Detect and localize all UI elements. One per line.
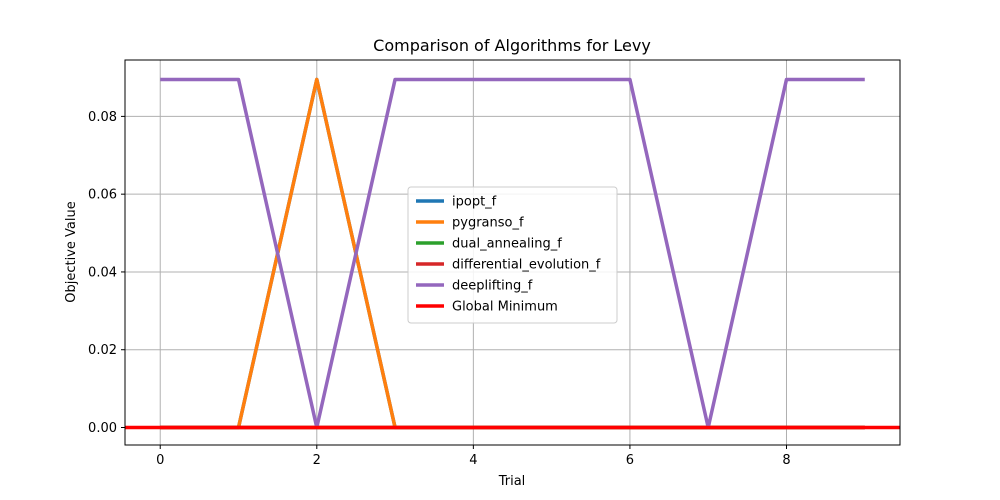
y-tick-label: 0.00: [88, 421, 117, 436]
series-line-deeplifting-f: [160, 77, 865, 430]
x-tick-label: 4: [469, 453, 477, 468]
legend-label: dual_annealing_f: [452, 237, 562, 252]
chart-title: Comparison of Algorithms for Levy: [373, 36, 651, 55]
legend-label: deeplifting_f: [452, 279, 533, 294]
y-tick-label: 0.08: [88, 110, 117, 125]
x-axis-label: Trial: [498, 474, 526, 489]
legend-box: [407, 186, 618, 324]
y-axis-label: Objective Value: [64, 201, 79, 302]
x-tick-label: 8: [782, 453, 790, 468]
x-tick-label: 6: [626, 453, 634, 468]
legend-label: ipopt_f: [452, 195, 497, 210]
x-tick-label: 0: [156, 453, 164, 468]
legend-label: differential_evolution_f: [452, 258, 601, 273]
y-tick-label: 0.02: [88, 343, 117, 358]
legend: ipopt_f pygranso_f dual_annealing_fdiffere…: [407, 186, 618, 324]
series-lines: [125, 77, 900, 430]
plot-frame: [124, 59, 901, 446]
axes: [124, 59, 901, 446]
x-tick-label: 2: [313, 453, 321, 468]
y-tick-label: 0.04: [88, 265, 117, 280]
legend-label: pygranso_f: [452, 216, 524, 231]
legend-label: Global Minimum: [452, 300, 558, 315]
y-tick-label: 0.06: [88, 188, 117, 203]
ticks: 0 2 4 6 8 0.00 0.02 0.04 0.06 0.08: [88, 110, 791, 468]
